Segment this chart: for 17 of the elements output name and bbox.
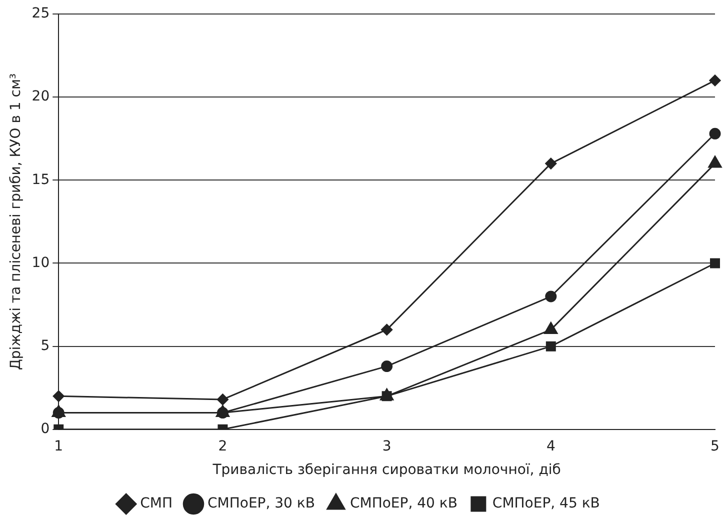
x-tick-label: 3 xyxy=(382,438,392,454)
y-axis-title: Дріжджі та плісеневі гриби, КУО в 1 см³ xyxy=(8,73,24,370)
x-tick-label: 5 xyxy=(710,438,720,454)
legend-label: СМПоЕР, 45 кВ xyxy=(492,496,600,512)
legend-label: СМПоЕР, 40 кВ xyxy=(350,496,458,512)
x-tick-label: 4 xyxy=(546,438,556,454)
legend-label: СМП xyxy=(140,496,173,512)
y-tick-label: 15 xyxy=(32,172,50,188)
y-tick-label: 20 xyxy=(32,88,50,105)
y-tick-label: 0 xyxy=(40,421,50,438)
legend-label: СМПоЕР, 30 кВ xyxy=(208,496,315,512)
x-tick-label: 1 xyxy=(54,438,64,454)
x-tick-label: 2 xyxy=(218,438,228,454)
y-tick-label: 5 xyxy=(40,338,50,354)
y-tick-label: 25 xyxy=(32,6,50,22)
y-tick-label: 10 xyxy=(32,254,50,271)
x-axis-title: Тривалість зберігання сироватки молочної, діб xyxy=(212,462,561,478)
